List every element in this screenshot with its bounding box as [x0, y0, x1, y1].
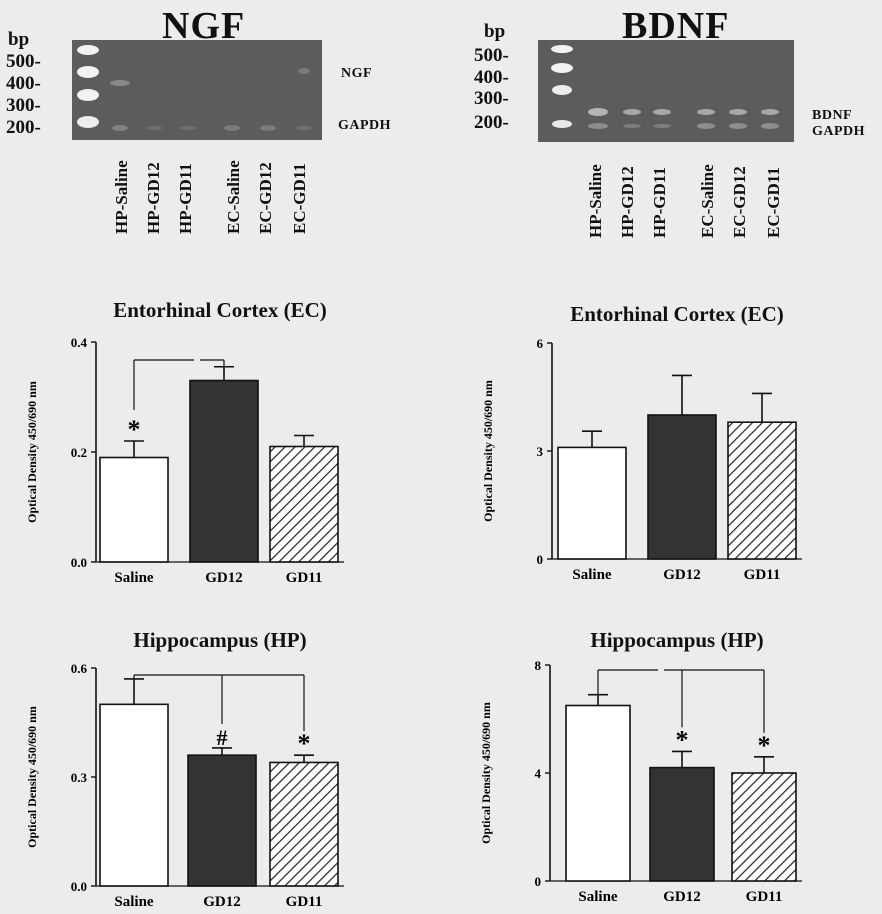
bdnf-lane-hp-gd12: HP-GD12: [618, 166, 637, 238]
bdnf-lane-hp-saline: HP-Saline: [586, 164, 605, 238]
chart-hp-bdnf-xtick-label-2: GD11: [746, 889, 783, 905]
chart-hp-ngf: 0.0 0.3 0.6 Optical Density 450/690 nm Salin…: [25, 661, 344, 910]
ngf-ladder-500: 500-: [6, 51, 41, 72]
chart-ec-ngf-title: Entorhinal Cortex (EC): [113, 298, 327, 322]
ngf-lane-hp-saline: HP-Saline: [112, 160, 131, 234]
bdnf-ladder-200: 200-: [474, 112, 509, 133]
chart-hp-bdnf-sig-mark-1: *: [676, 725, 689, 754]
chart-hp-ngf-bar-1: [187, 754, 257, 887]
chart-ec-ngf-ytick-label-2: 0.4: [71, 335, 88, 350]
chart-hp-ngf-bar-0: [99, 703, 169, 887]
chart-ec-ngf-bar-2: [269, 445, 339, 563]
chart-ec-ngf-xtick-label-2: GD11: [286, 570, 323, 586]
ngf-band-label: NGF: [341, 66, 373, 81]
chart-hp-bdnf-title: Hippocampus (HP): [590, 628, 764, 652]
chart-ec-ngf-bar-0: [99, 456, 169, 563]
chart-ec-bdnf-title: Entorhinal Cortex (EC): [570, 302, 784, 326]
chart-hp-ngf-xtick-label-1: GD12: [203, 894, 241, 910]
chart-ec-ngf: 0.0 0.2 0.4 Optical Density 450/690 nm Salin…: [25, 335, 344, 586]
bdnf-lane-ec-gd12: EC-GD12: [730, 166, 749, 238]
chart-ec-ngf-bar-1: [189, 379, 259, 563]
ngf-gapdh-label: GAPDH: [338, 118, 392, 133]
chart-ec-ngf-ytick-label-1: 0.2: [71, 445, 87, 460]
chart-hp-bdnf-ytick-label-0: 0: [535, 874, 542, 889]
chart-ec-bdnf-xtick-label-0: Saline: [572, 567, 612, 583]
bdnf-ladder-400: 400-: [474, 67, 509, 88]
bdnf-bp-label: bp: [484, 21, 506, 42]
chart-ec-bdnf-bar-0: [557, 446, 627, 560]
chart-hp-bdnf-xtick-label-0: Saline: [578, 889, 618, 905]
chart-ec-ngf-ylabel: Optical Density 450/690 nm: [25, 381, 39, 523]
ngf-lane-ec-gd12: EC-GD12: [256, 162, 275, 234]
chart-hp-ngf-ylabel: Optical Density 450/690 nm: [25, 706, 39, 848]
chart-hp-ngf-sig-mark-1: #: [217, 725, 228, 750]
ngf-lane-hp-gd12: HP-GD12: [144, 162, 163, 234]
ngf-ladder-400: 400-: [6, 73, 41, 94]
chart-ec-ngf-ytick-label-0: 0.0: [71, 555, 87, 570]
chart-hp-ngf-xtick-label-2: GD11: [286, 894, 323, 910]
ngf-ladder-200: 200-: [6, 117, 41, 138]
bdnf-band-label: BDNF: [812, 108, 853, 123]
chart-ec-bdnf-bar-2: [727, 421, 797, 560]
chart-ec-bdnf-xtick-label-1: GD12: [663, 567, 701, 583]
bdnf-lane-ec-gd11: EC-GD11: [764, 167, 783, 238]
bdnf-lane-ec-saline: EC-Saline: [698, 164, 717, 238]
chart-hp-ngf-ytick-label-1: 0.3: [71, 770, 88, 785]
chart-ec-bdnf-ytick-label-0: 0: [537, 552, 544, 567]
chart-hp-ngf-ytick-label-2: 0.6: [71, 661, 88, 676]
chart-hp-bdnf-ytick-label-1: 4: [535, 766, 542, 781]
ngf-lane-ec-gd11: EC-GD11: [290, 163, 309, 234]
chart-hp-bdnf-bar-2: [731, 772, 797, 882]
bdnf-gel-image: [538, 40, 794, 142]
chart-hp-bdnf-ytick-label-2: 8: [535, 658, 542, 673]
chart-hp-bdnf-bar-1: [649, 766, 715, 882]
chart-hp-bdnf-sig-mark-2: *: [758, 731, 771, 760]
ngf-lane-hp-gd11: HP-GD11: [176, 163, 195, 234]
chart-ec-bdnf-ytick-label-2: 6: [537, 336, 544, 351]
chart-hp-ngf-title: Hippocampus (HP): [133, 628, 307, 652]
chart-hp-ngf-ytick-label-0: 0.0: [71, 879, 87, 894]
chart-ec-bdnf-xtick-label-2: GD11: [744, 567, 781, 583]
chart-ec-bdnf-ytick-label-1: 3: [537, 444, 544, 459]
chart-hp-ngf-bar-2: [269, 761, 339, 887]
chart-ec-bdnf-bar-1: [647, 414, 717, 560]
chart-hp-ngf-sig-mark-2: *: [298, 729, 311, 758]
bdnf-gapdh-label: GAPDH: [812, 124, 866, 139]
ngf-gel-image: [72, 40, 322, 140]
bdnf-ladder-300: 300-: [474, 88, 509, 109]
chart-ec-ngf-sig-mark-0: *: [128, 415, 141, 444]
bdnf-ladder-500: 500-: [474, 45, 509, 66]
chart-hp-bdnf-bar-0: [565, 704, 631, 882]
chart-hp-bdnf: 0 4 8 Optical Density 450/690 nm Saline GD12 G…: [479, 658, 802, 905]
chart-hp-bdnf-xtick-label-1: GD12: [663, 889, 701, 905]
chart-ec-ngf-xtick-label-0: Saline: [114, 570, 154, 586]
ngf-lane-ec-saline: EC-Saline: [224, 160, 243, 234]
chart-ec-ngf-xtick-label-1: GD12: [205, 570, 243, 586]
chart-ec-bdnf: 0 3 6 Optical Density 450/690 nm Saline GD12 G…: [481, 336, 802, 583]
chart-hp-bdnf-ylabel: Optical Density 450/690 nm: [479, 702, 493, 844]
bdnf-lane-hp-gd11: HP-GD11: [650, 167, 669, 238]
ngf-bp-label: bp: [8, 29, 30, 50]
ngf-ladder-300: 300-: [6, 95, 41, 116]
chart-ec-bdnf-ylabel: Optical Density 450/690 nm: [481, 380, 495, 522]
chart-hp-ngf-xtick-label-0: Saline: [114, 894, 154, 910]
